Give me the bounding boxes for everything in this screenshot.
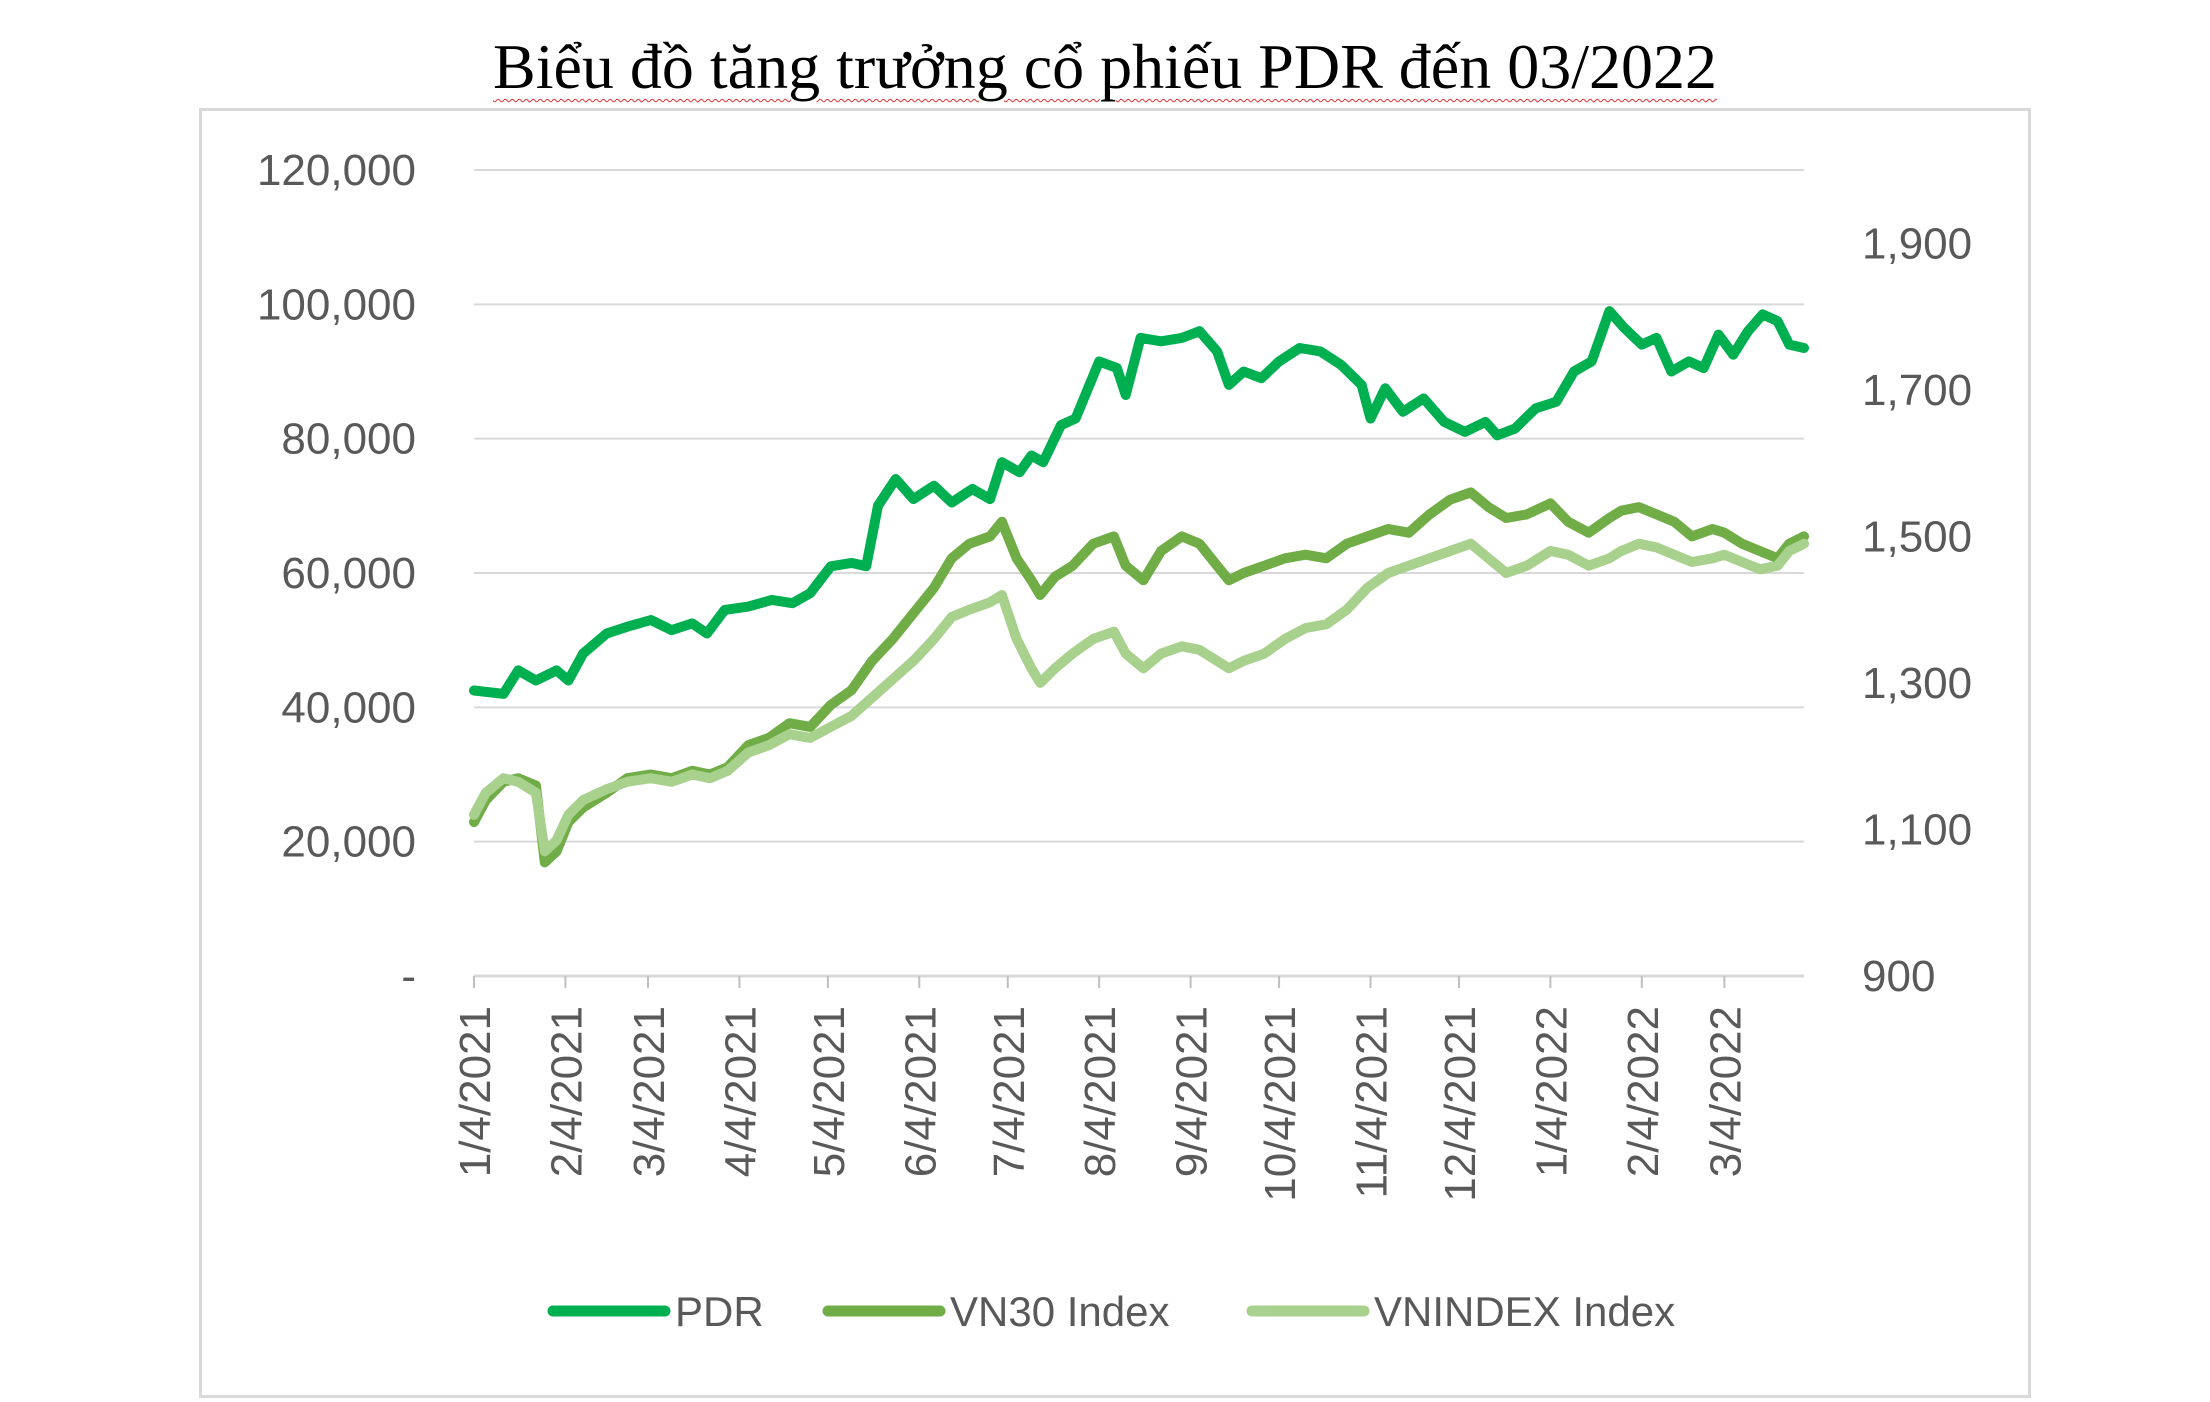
series-line-pdr [469, 306, 1809, 699]
x-tick-label: 1/4/2022 [1527, 1006, 1576, 1177]
y-left-tick-label: - [401, 952, 416, 1001]
y-right-tick-label: 1,700 [1862, 366, 1972, 415]
x-tick-label: 9/4/2021 [1168, 1006, 1217, 1177]
y-right-tick-label: 1,900 [1862, 219, 1972, 268]
x-tick-label: 11/4/2021 [1347, 1006, 1396, 1198]
legend: PDR VN30 Index VNINDEX Index [547, 1288, 1675, 1335]
y-right-tick-label: 1,300 [1862, 659, 1972, 708]
chart-frame [199, 108, 2031, 1398]
y-left-tick-label: 40,000 [281, 683, 416, 732]
x-tick-label: 2/4/2021 [542, 1006, 591, 1177]
x-tick-label: 6/4/2021 [896, 1006, 945, 1177]
x-tick-label: 10/4/2021 [1256, 1006, 1305, 1202]
chart-title: Biểu đồ tăng trưởng cổ phiếu PDR đến 03/… [0, 30, 2210, 104]
legend-label: VNINDEX Index [1374, 1288, 1675, 1335]
y-left-tick-label: 100,000 [257, 280, 416, 329]
y-right-tick-label: 1,500 [1862, 512, 1972, 561]
chart-title-text: Biểu đồ tăng trưởng cổ phiếu PDR đến 03/… [493, 31, 1717, 102]
y-left-tick-label: 80,000 [281, 415, 416, 464]
x-tick-label: 3/4/2022 [1701, 1006, 1750, 1177]
y-left-tick-label: 60,000 [281, 549, 416, 598]
legend-label: VN30 Index [950, 1288, 1169, 1335]
x-tick-label: 2/4/2022 [1619, 1006, 1668, 1177]
gridlines [474, 169, 1804, 843]
y-axis-left: - 20,000 40,000 60,000 80,000 100,000 120,000 [257, 146, 416, 1001]
x-tick-label: 1/4/2021 [451, 1006, 500, 1177]
series-line-vn30-index [469, 487, 1809, 868]
x-tick-label: 8/4/2021 [1076, 1006, 1125, 1177]
x-tick-label: 12/4/2021 [1436, 1006, 1485, 1202]
y-left-tick-label: 120,000 [257, 146, 416, 195]
series-lines [469, 306, 1809, 868]
y-right-tick-label: 900 [1862, 952, 1935, 1001]
y-left-tick-label: 20,000 [281, 818, 416, 867]
x-tick-label: 4/4/2021 [716, 1006, 765, 1177]
x-tick-label: 3/4/2021 [625, 1006, 674, 1177]
x-tick-label: 5/4/2021 [805, 1006, 854, 1177]
x-axis: 1/4/2021 2/4/2021 3/4/2021 4/4/2021 5/4/2021… [451, 974, 1804, 1202]
y-axis-right: 900 1,100 1,300 1,500 1,700 1,900 [1862, 219, 1972, 1001]
legend-label: PDR [675, 1288, 764, 1335]
x-tick-label: 7/4/2021 [985, 1006, 1034, 1177]
series-line-vnindex-index [469, 538, 1809, 857]
y-right-tick-label: 1,100 [1862, 805, 1972, 854]
